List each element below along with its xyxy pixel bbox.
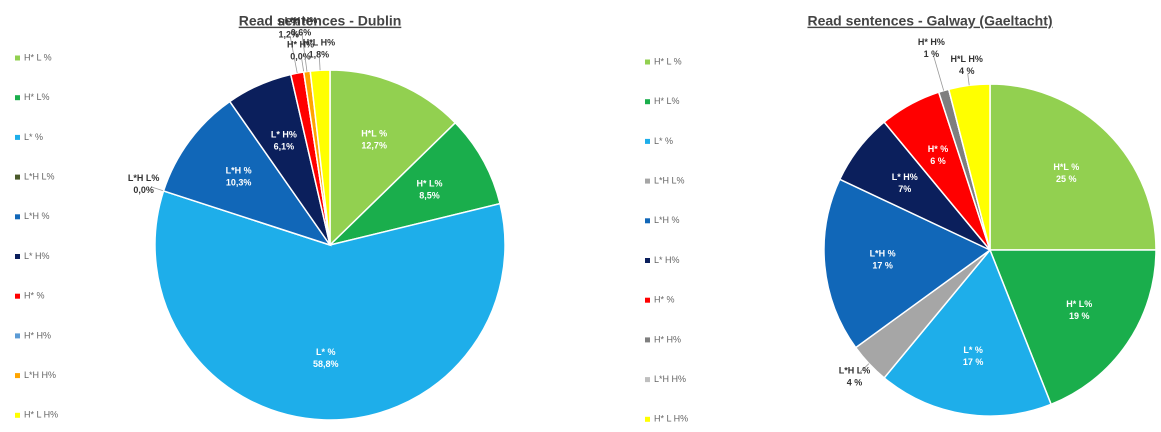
legend-label: H* L H% <box>24 410 58 420</box>
slice-name: H* H% <box>918 37 945 47</box>
legend-label: H* L% <box>654 96 680 106</box>
legend-swatch <box>15 55 20 61</box>
legend-label: H* L% <box>24 92 50 102</box>
slice-name: L* H% <box>892 172 918 182</box>
legend-swatch <box>645 258 650 263</box>
pie-slice <box>162 100 332 247</box>
legend-swatch <box>645 59 650 65</box>
slice-name: H*L H% <box>951 54 983 64</box>
slice-name: L*H L% <box>128 173 160 183</box>
slice-value: 6,1% <box>274 141 295 151</box>
chart-title: Read sentences - Galway (Gaeltacht) <box>807 13 1052 29</box>
slice-value: 58,8% <box>313 359 339 369</box>
slice-name: H* % <box>928 144 949 154</box>
legend-label: L*H L% <box>654 175 685 185</box>
legend-swatch <box>15 134 20 140</box>
slice-value: 25 % <box>1056 174 1077 184</box>
slice-name: H* % <box>279 17 300 27</box>
pie-slice <box>883 248 1053 417</box>
legend-swatch <box>15 95 20 101</box>
legend-label: L*H H% <box>24 370 56 380</box>
legend-label: H* % <box>24 291 45 301</box>
slice-value: 10,3% <box>226 178 252 188</box>
slice-name: H* L% <box>1066 299 1092 309</box>
slice-name: H* L% <box>416 178 442 188</box>
pie-slice <box>329 69 457 247</box>
leader-line <box>151 186 164 192</box>
slice-value: 17 % <box>872 261 893 271</box>
slice-value: 1,2% <box>279 29 300 39</box>
legend-swatch <box>645 297 650 303</box>
slice-name: H*L % <box>1053 162 1079 172</box>
legend-label: H* H% <box>654 334 681 344</box>
slice-value: 17 % <box>963 357 984 367</box>
slice-name: L*H % <box>226 166 252 176</box>
slice-value: 6 % <box>930 156 946 166</box>
legend-swatch <box>15 333 20 339</box>
legend-label: H* L % <box>654 56 682 66</box>
slice-name: L*H H% <box>285 15 318 25</box>
legend-label: L*H H% <box>654 374 686 384</box>
legend-swatch <box>15 174 20 180</box>
pie-slice <box>988 249 1157 406</box>
chart-title: Read sentences - Dublin <box>239 13 402 29</box>
legend-swatch <box>15 254 20 259</box>
leader-line <box>933 55 945 91</box>
slice-value: 4 % <box>959 66 975 76</box>
legend-swatch <box>645 416 650 422</box>
legend-label: L* H% <box>24 251 50 261</box>
slice-value: 7% <box>898 184 911 194</box>
leader-line <box>318 57 321 71</box>
slice-value: 19 % <box>1069 311 1090 321</box>
slice-name: L*H L% <box>839 366 871 376</box>
leader-line <box>860 363 870 373</box>
legend-label: H* L H% <box>654 414 688 424</box>
leader-line <box>301 34 308 72</box>
legend-swatch <box>645 178 650 184</box>
legend-swatch <box>15 293 20 299</box>
legend-label: L* H% <box>654 255 680 265</box>
pie-slice <box>823 178 992 349</box>
slice-name: H* H% <box>287 40 314 50</box>
slice-name: L* % <box>963 345 983 355</box>
pie-slice <box>327 121 501 247</box>
legend-label: H* H% <box>24 330 51 340</box>
legend-label: L* % <box>654 136 673 146</box>
legend-label: H* L % <box>24 52 52 62</box>
slice-name: L* % <box>316 347 336 357</box>
slice-name: L* H% <box>271 129 297 139</box>
legend-swatch <box>645 99 650 105</box>
legend-label: L*H % <box>654 215 680 225</box>
pie-slice <box>989 83 1157 251</box>
slice-name: H*L H% <box>303 38 335 48</box>
legend-swatch <box>645 377 650 383</box>
slice-value: 12,7% <box>361 141 387 151</box>
slice-name: L*H % <box>870 249 896 259</box>
slice-name: H*L % <box>361 129 387 139</box>
legend-swatch <box>645 337 650 343</box>
leader-line <box>289 36 298 74</box>
legend-label: L*H % <box>24 211 50 221</box>
leader-line <box>301 59 305 73</box>
slice-value: 0,0% <box>290 52 311 62</box>
slice-value: 8,5% <box>419 190 440 200</box>
legend-swatch <box>15 214 20 220</box>
legend-swatch <box>15 412 20 418</box>
slice-value: 1 % <box>924 49 940 59</box>
legend-label: H* % <box>654 295 675 305</box>
legend-label: L* % <box>24 132 43 142</box>
slice-value: 4 % <box>847 378 863 388</box>
legend-label: L*H L% <box>24 171 55 181</box>
pie-slice <box>154 189 506 421</box>
legend-swatch <box>645 218 650 224</box>
legend-swatch <box>645 138 650 144</box>
slice-value: 0,0% <box>133 185 154 195</box>
legend-swatch <box>15 373 20 379</box>
slice-value: 0,6% <box>291 27 312 37</box>
slice-value: 1,8% <box>309 50 330 60</box>
leader-line <box>967 73 970 86</box>
